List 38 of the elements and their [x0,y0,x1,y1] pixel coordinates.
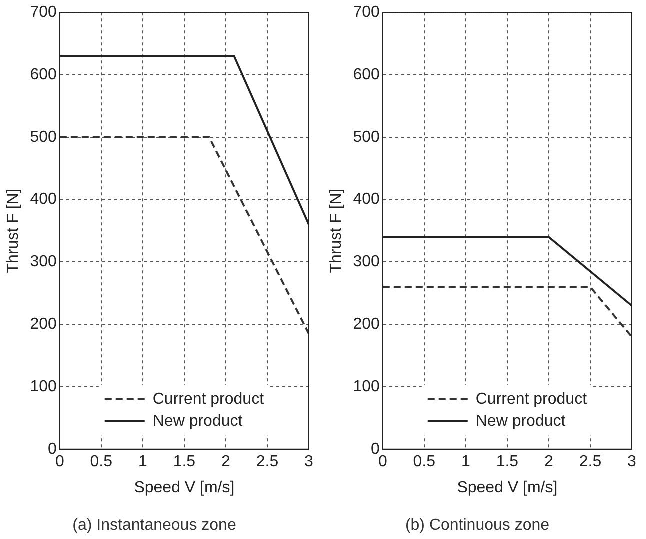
x-tick-label: 1 [461,453,470,470]
y-tick-label: 300 [30,254,57,271]
y-tick-label: 200 [353,316,380,334]
y-axis-title: Thrust F [N] [328,188,346,274]
x-axis-title: Speed V [m/s] [457,480,558,497]
y-tick-label: 100 [353,378,380,396]
x-tick-label: 2.5 [256,453,279,470]
text: (a) Instantaneous zone [72,516,236,534]
x-tick-label: 0.5 [90,453,113,470]
text: (b) Continuous zone [405,516,550,534]
y-tick-label: 700 [30,4,57,22]
x-tick-label: 1.5 [496,453,519,470]
y-tick-label: 200 [30,316,57,334]
y-tick-label: 400 [353,191,380,208]
y-tick-label: 300 [353,254,380,271]
y-tick-label: 600 [30,66,57,84]
y-tick-label: 700 [353,4,380,22]
x-axis-title: Speed V [m/s] [134,480,235,497]
x-tick-label: 1 [138,453,148,470]
y-tick-label: 500 [353,128,380,146]
legend-label: New product [152,412,244,430]
y-tick-label: 500 [30,128,57,146]
y-tick-label: 0 [48,440,57,458]
legend-label: Current product [152,390,265,408]
x-tick-label: 2 [222,453,231,470]
x-tick-label: 0.5 [413,453,436,470]
y-tick-label: 0 [370,440,380,458]
legend-label: New product [476,412,566,430]
y-axis-title: Thrust F [N] [5,188,22,274]
x-tick-label: 1.5 [173,453,196,470]
x-tick-label: 2.5 [579,453,602,470]
x-tick-label: 2 [544,453,554,470]
y-tick-label: 400 [30,191,57,208]
legend-label: Current product [476,390,588,408]
y-tick-label: 100 [30,378,57,396]
x-tick-label: 3 [628,453,637,470]
x-tick-label: 3 [304,453,314,470]
y-tick-label: 600 [353,66,380,84]
